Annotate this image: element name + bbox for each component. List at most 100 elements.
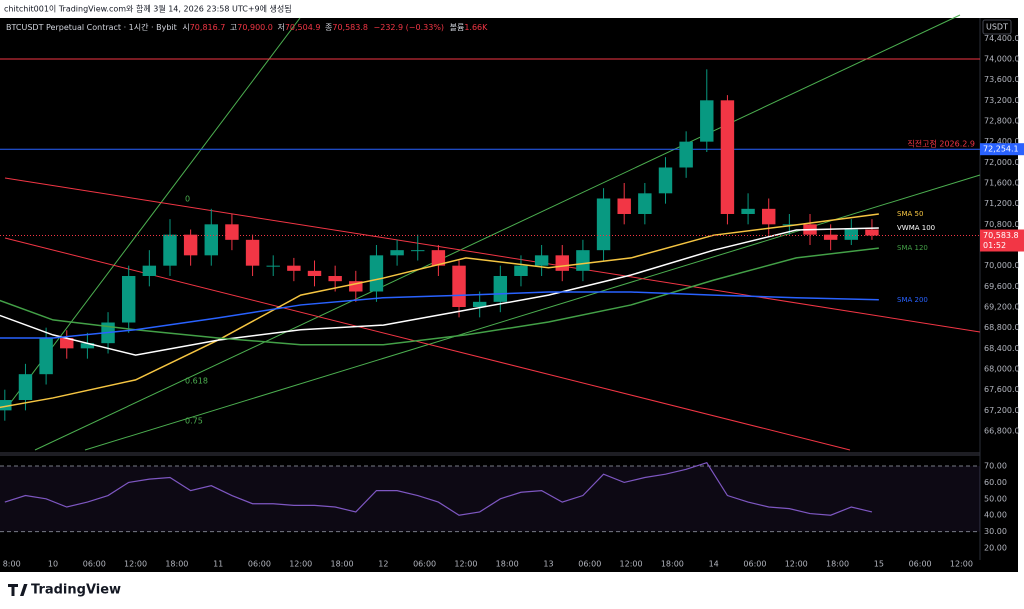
candle-body [349, 281, 363, 292]
price-tag-label: 72,254.1 [983, 145, 1019, 154]
ohlc-label: 저 [277, 23, 284, 32]
y-tick-label: 69,600.0 [984, 282, 1020, 291]
y-tick-label: 74,000.0 [984, 54, 1020, 63]
y-tick-label: 30.00 [984, 527, 1007, 536]
x-tick-label: 12:00 [620, 560, 643, 569]
y-tick-label: 50.00 [984, 494, 1007, 503]
series-label: SMA 50 [897, 210, 923, 218]
currency-box[interactable] [982, 19, 1012, 35]
rsi-line [4, 462, 873, 516]
moving-average [0, 227, 879, 356]
ohlc-label: 고 [230, 23, 237, 32]
candle-body [658, 167, 673, 194]
y-tick-label: 68,400.0 [984, 344, 1020, 353]
y-tick-label: 70,800.0 [984, 220, 1020, 229]
x-tick-label: 12:00 [454, 560, 477, 569]
candle-body [493, 276, 508, 302]
y-tick-label: 70,000.0 [984, 261, 1020, 270]
candle-body [741, 208, 755, 214]
x-tick-label: 14 [709, 560, 719, 569]
y-tick-label: 70.00 [984, 462, 1007, 471]
x-tick-label: 11 [213, 560, 223, 569]
candle-body [720, 100, 735, 214]
candle-body [307, 270, 322, 277]
y-tick-label: 71,200.0 [984, 199, 1020, 208]
ohlc-value: 70,504.9 [285, 23, 321, 32]
y-tick-label: 66,800.0 [984, 427, 1020, 436]
x-tick-label: 18:00 [331, 560, 354, 569]
y-tick-label: 20.00 [984, 544, 1007, 553]
top-bar [0, 0, 1024, 18]
candle-body [39, 338, 53, 375]
trend-line [4, 17, 301, 411]
y-tick-label: 72,800.0 [984, 116, 1020, 125]
candle-body [782, 224, 797, 226]
candle-body [328, 276, 342, 282]
x-tick-label: 13 [543, 560, 553, 569]
x-tick-label: 12:00 [289, 560, 312, 569]
x-tick-label: 06:00 [83, 560, 106, 569]
ohlc-label: 시 [182, 23, 189, 32]
last-price-tag [980, 229, 1024, 252]
x-tick-label: 06:00 [248, 560, 271, 569]
candle-body [80, 343, 95, 349]
x-tick-label: 12:00 [124, 560, 147, 569]
y-tick-label: 72,000.0 [984, 158, 1020, 167]
x-tick-label: 12:00 [950, 560, 973, 569]
x-tick-label: 18:00 [496, 560, 519, 569]
candle-body [823, 234, 838, 240]
x-tick-label: 06:00 [413, 560, 436, 569]
candle-body [18, 374, 33, 401]
chart-bg [0, 18, 1018, 572]
y-tick-label: 67,200.0 [984, 406, 1020, 415]
x-tick-label: 12 [378, 560, 388, 569]
candle-body [762, 208, 776, 225]
y-tick-label: 73,600.0 [984, 75, 1020, 84]
y-tick-label: 73,200.0 [984, 96, 1020, 105]
candle-body [0, 400, 12, 411]
logo-icon [8, 584, 28, 596]
moving-average [0, 247, 879, 346]
countdown: 01:52 [983, 241, 1006, 250]
pane-divider [0, 452, 980, 456]
moving-average [0, 291, 879, 339]
x-tick-label: 18:00 [165, 560, 188, 569]
candle-body [163, 234, 177, 266]
y-tick-label: 71,600.0 [984, 178, 1020, 187]
y-tick-label: 40.00 [984, 511, 1007, 520]
ohlc-value: 70,816.7 [190, 23, 226, 32]
volume-label: 볼륨 [450, 22, 465, 32]
x-tick-label: 12:00 [785, 560, 808, 569]
fib-label: 0.75 [185, 417, 203, 426]
candle-body [121, 276, 136, 323]
series-label: SMA 200 [897, 296, 928, 304]
currency[interactable]: USDT [986, 23, 1008, 32]
candle-body [700, 100, 714, 142]
candle-body [142, 265, 157, 277]
line-label: 직전고점 2026.2.9 [907, 139, 975, 149]
logo-text: TradingView [31, 583, 121, 598]
candle-body [679, 141, 693, 168]
volume-value: 1.66K [464, 23, 488, 32]
price-tag [980, 143, 1024, 156]
candle-body [472, 301, 487, 308]
x-tick-label: 18:00 [661, 560, 684, 569]
candle-body [596, 198, 611, 251]
y-tick-label: 60.00 [984, 478, 1007, 487]
candle-body [534, 255, 549, 266]
candle-body [287, 265, 301, 271]
candle-body [617, 198, 631, 214]
y-tick-label: 67,600.0 [984, 385, 1020, 394]
change: −232.9 (−0.33%) [374, 23, 445, 32]
x-tick-label: 10 [48, 560, 58, 569]
candle-body [183, 234, 198, 256]
candle-body [245, 239, 260, 266]
candle-body [865, 229, 879, 236]
candle-body [266, 265, 280, 267]
x-tick-label: 06:00 [743, 560, 766, 569]
y-tick-label: 69,200.0 [984, 303, 1020, 312]
symbol: BTCUSDT Perpetual Contract · 1시간 · Bybit [6, 22, 177, 32]
credit: chitchit001이 TradingView.com와 함께 3월 14, … [4, 4, 292, 14]
x-tick-label: 15 [874, 560, 884, 569]
